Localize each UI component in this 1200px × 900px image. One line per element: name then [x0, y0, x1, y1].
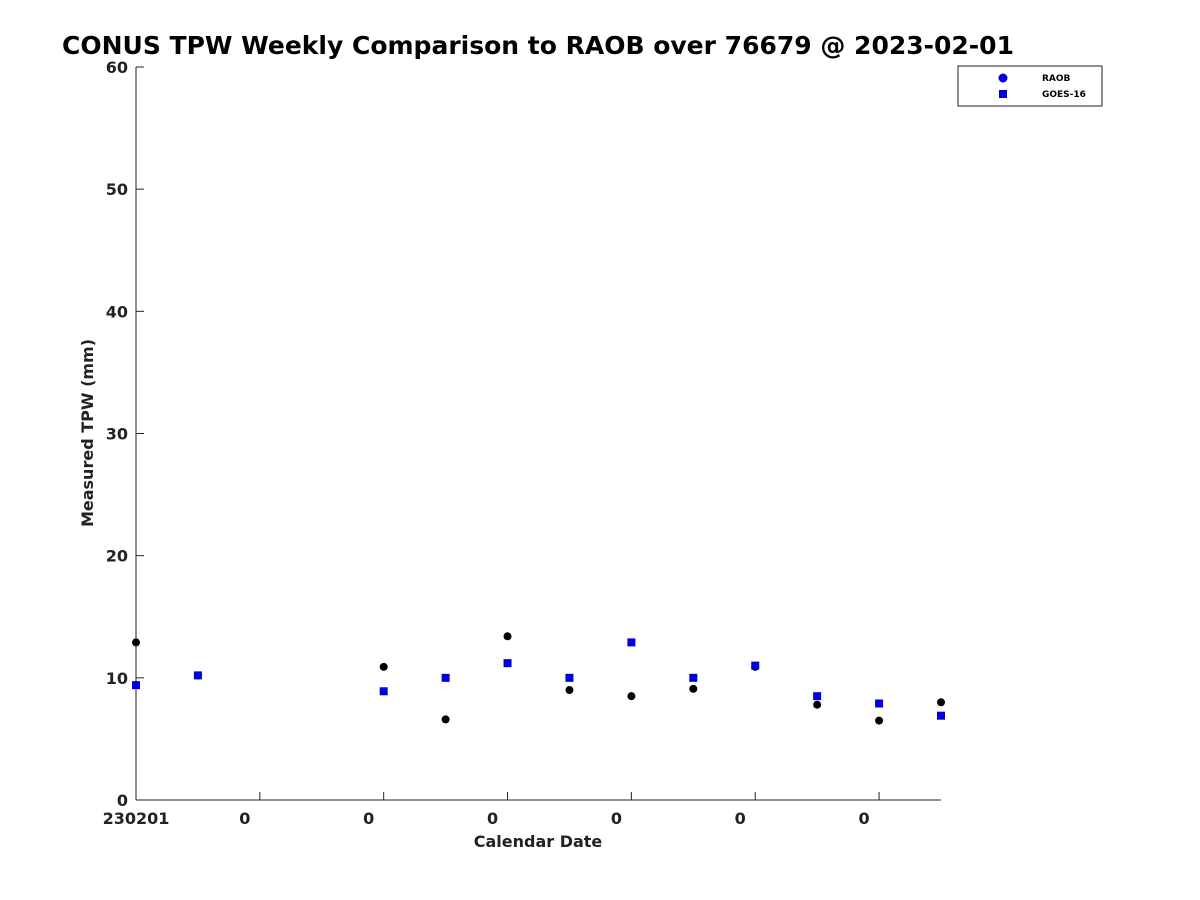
- raob-point: [689, 684, 698, 693]
- x-tick-label: 230201: [103, 809, 170, 828]
- y-axis-label: Measured TPW (mm): [78, 339, 97, 527]
- legend-label-goes-16: GOES-16: [1042, 90, 1086, 100]
- x-tick-label: 0: [735, 809, 746, 828]
- raob-point: [875, 716, 884, 725]
- y-tick-label: 30: [106, 425, 128, 444]
- x-tick-label: 0: [487, 809, 498, 828]
- goes-16-point: [565, 673, 574, 682]
- goes-16-point: [875, 699, 884, 708]
- data-marks: [132, 632, 945, 725]
- raob-point: [379, 662, 388, 671]
- raob-point: [565, 686, 574, 695]
- goes-16-point: [813, 692, 822, 701]
- y-tick-label: 40: [106, 302, 128, 321]
- chart-title: CONUS TPW Weekly Comparison to RAOB over…: [62, 31, 1014, 60]
- raob-point: [937, 698, 945, 707]
- goes-16-point: [379, 687, 388, 696]
- x-axis-label: Calendar Date: [474, 832, 603, 851]
- goes-16-point: [132, 681, 140, 690]
- x-tick-label: 0: [239, 809, 250, 828]
- raob-point: [503, 632, 512, 641]
- raob-point: [441, 715, 450, 724]
- legend: RAOB GOES-16: [957, 65, 1103, 107]
- goes-16-point: [751, 661, 760, 670]
- legend-marker-goes-16: [999, 90, 1007, 98]
- x-tick-label: 0: [859, 809, 870, 828]
- goes-16-point: [689, 673, 698, 682]
- goes-16-point: [193, 671, 202, 680]
- y-tick-label: 10: [106, 669, 128, 688]
- goes-16-point: [937, 711, 945, 720]
- raob-point: [813, 700, 822, 709]
- y-tick-label: 0: [117, 791, 128, 810]
- legend-marker-raob: [998, 73, 1008, 83]
- legend-box: [957, 65, 1103, 107]
- y-tick-label: 50: [106, 180, 128, 199]
- goes-16-point: [627, 638, 636, 647]
- x-tick-label: 0: [611, 809, 622, 828]
- raob-point: [132, 638, 140, 647]
- x-tick-label: 0: [363, 809, 374, 828]
- y-tick-label: 20: [106, 547, 128, 566]
- y-tick-label: 60: [106, 58, 128, 77]
- raob-point: [627, 692, 636, 701]
- legend-label-raob: RAOB: [1042, 74, 1071, 84]
- goes-16-point: [441, 673, 450, 682]
- goes-16-point: [503, 659, 512, 668]
